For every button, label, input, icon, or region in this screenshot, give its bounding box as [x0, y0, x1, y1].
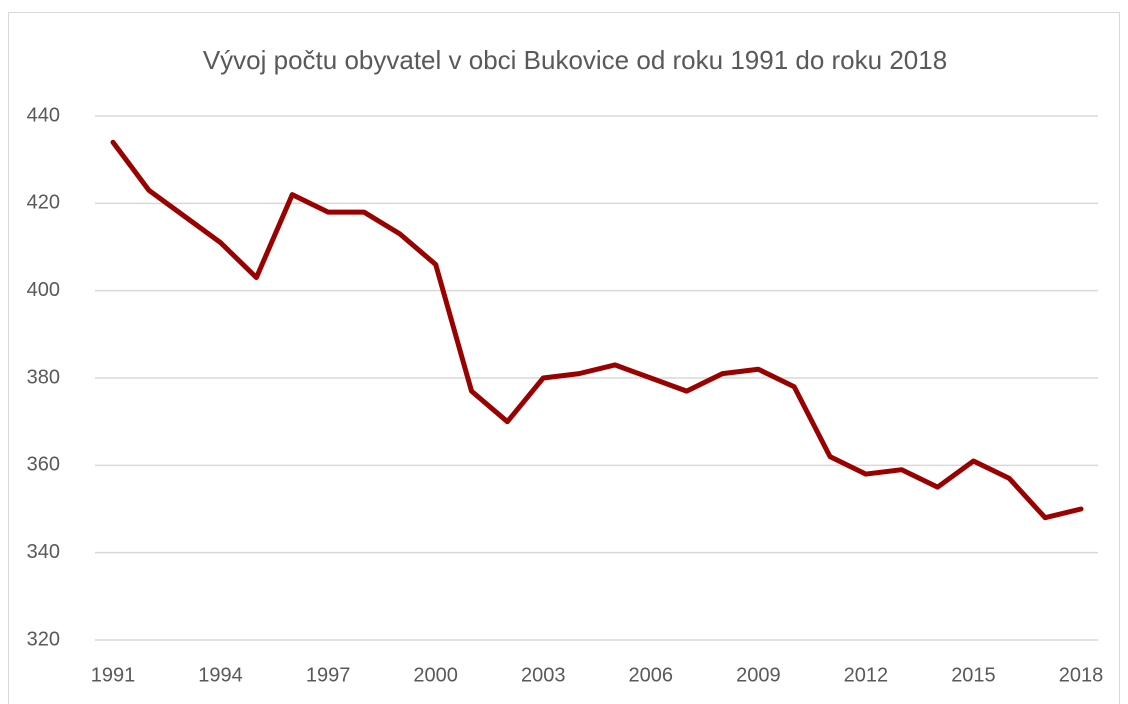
x-tick-label: 1997: [306, 664, 351, 686]
y-tick-label: 360: [27, 454, 60, 476]
chart-title: Vývoj počtu obyvatel v obci Bukovice od …: [203, 45, 947, 75]
y-tick-label: 320: [27, 628, 60, 650]
y-tick-label: 440: [27, 104, 60, 126]
y-tick-label: 340: [27, 541, 60, 563]
x-tick-label: 2018: [1059, 664, 1104, 686]
x-tick-label: 2006: [629, 664, 674, 686]
x-tick-label: 2003: [521, 664, 566, 686]
y-tick-label: 380: [27, 366, 60, 388]
x-tick-label: 1991: [91, 664, 136, 686]
x-tick-label: 2009: [736, 664, 781, 686]
data-line: [110, 139, 1084, 521]
x-tick-label: 2000: [413, 664, 458, 686]
y-tick-label: 400: [27, 279, 60, 301]
x-tick-label: 2012: [844, 664, 889, 686]
y-tick-label: 420: [27, 192, 60, 214]
x-tick-label: 1994: [198, 664, 243, 686]
x-tick-label: 2015: [951, 664, 996, 686]
chart-frame: [8, 12, 1120, 704]
